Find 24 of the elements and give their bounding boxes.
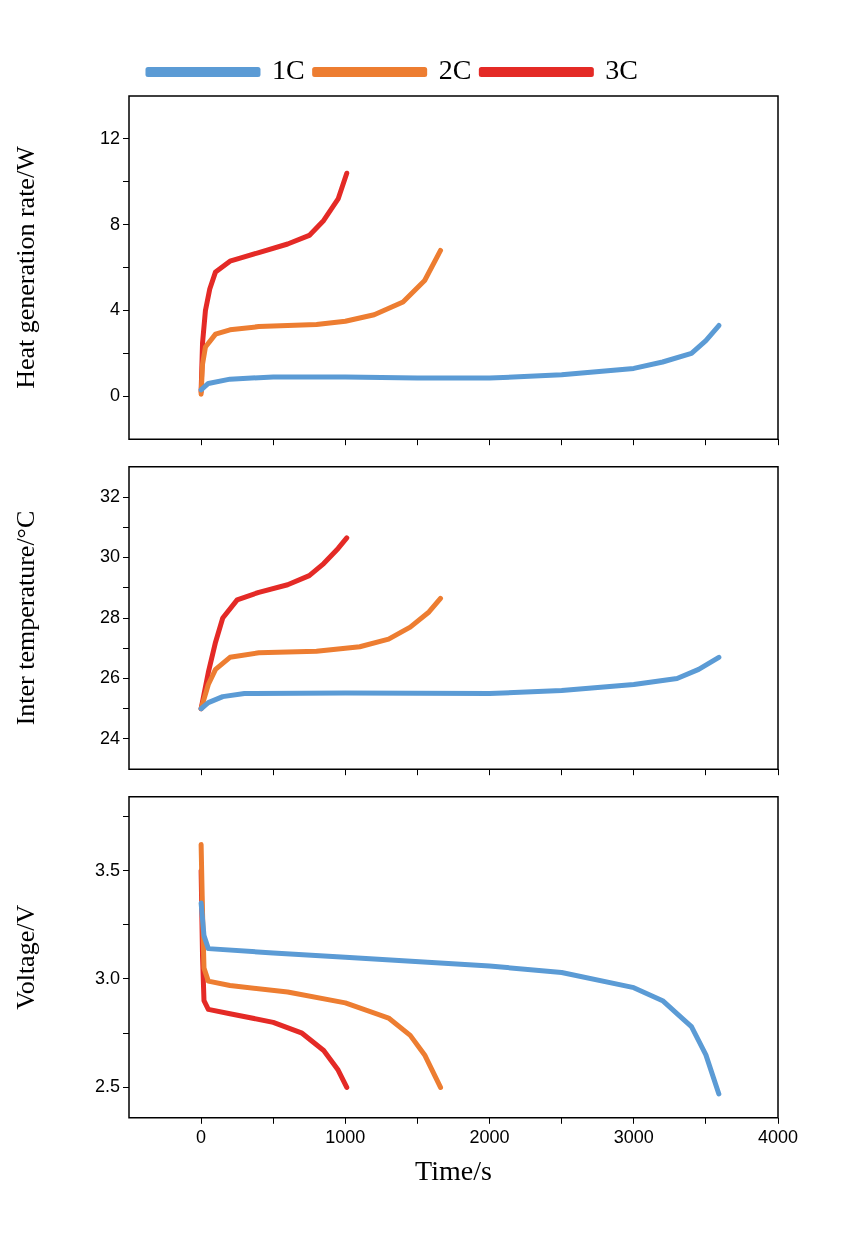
- x-tick-label: 4000: [757, 1126, 799, 1147]
- x-tick-label: 3000: [613, 1126, 654, 1147]
- x-axis-title: Time/s: [415, 1154, 492, 1186]
- y-tick-label: 4: [109, 299, 120, 320]
- y-tick-label: 3.5: [94, 859, 120, 880]
- legend-label: 3C: [605, 54, 639, 86]
- y-axis-title: Voltage/V: [11, 904, 41, 1010]
- y-tick-label: 0: [109, 385, 120, 406]
- y-tick-label: 12: [99, 127, 120, 148]
- y-tick-label: 8: [109, 213, 120, 234]
- y-tick-label: 32: [99, 486, 120, 507]
- y-tick-label: 2.5: [94, 1076, 120, 1097]
- y-axis-title: Heat generation rate/W: [11, 145, 41, 389]
- legend-label: 1C: [271, 54, 305, 86]
- y-tick-label: 28: [99, 606, 120, 627]
- y-tick-label: 24: [99, 727, 120, 748]
- y-axis-title: Inter temperature/°C: [11, 510, 41, 726]
- legend-label: 2C: [438, 54, 472, 86]
- x-tick-label: 2000: [469, 1126, 510, 1147]
- y-tick-label: 26: [99, 667, 120, 688]
- y-tick-label: 30: [99, 546, 120, 567]
- x-tick-label: 1000: [325, 1126, 366, 1147]
- y-tick-label: 3.0: [94, 967, 120, 988]
- x-tick-label: 0: [196, 1126, 207, 1147]
